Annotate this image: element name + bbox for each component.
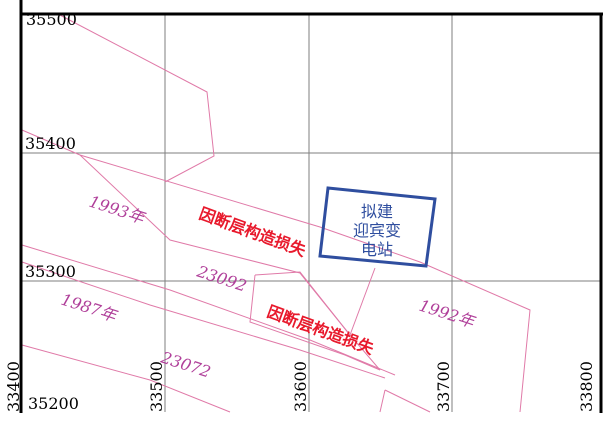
boundary-line [21,344,231,413]
boundary-line [249,271,381,371]
boundary-line [21,244,396,376]
boundary-line [379,389,386,413]
x-label: 33600 [291,361,310,412]
substation-label-line2: 迎宾变 [353,221,401,240]
map-frame [19,0,603,413]
x-label: 33500 [147,361,166,412]
x-axis-labels: 33400 33500 33600 33700 33800 [4,361,596,412]
boundary-line [21,129,531,413]
boundary-line [384,389,431,413]
x-label: 33400 [4,361,23,412]
boundary-line [21,261,386,379]
panel-boundaries [21,13,531,413]
boundary-line [57,13,215,183]
x-label: 33800 [577,361,596,412]
proposed-substation: 拟建 迎宾变 电站 [318,186,437,268]
substation-label-line3: 电站 [361,240,393,259]
y-axis-labels: 35500 35400 35300 35200 [25,10,79,413]
y-label: 35400 [25,134,76,153]
y-label: 35200 [28,394,79,413]
boundary-line [349,267,376,336]
substation-label-line1: 拟建 [361,202,393,221]
coordinate-grid [22,14,600,412]
y-label: 35500 [26,10,77,29]
y-label: 35300 [25,262,76,281]
substation-outline [318,186,437,268]
x-label: 33700 [434,361,453,412]
